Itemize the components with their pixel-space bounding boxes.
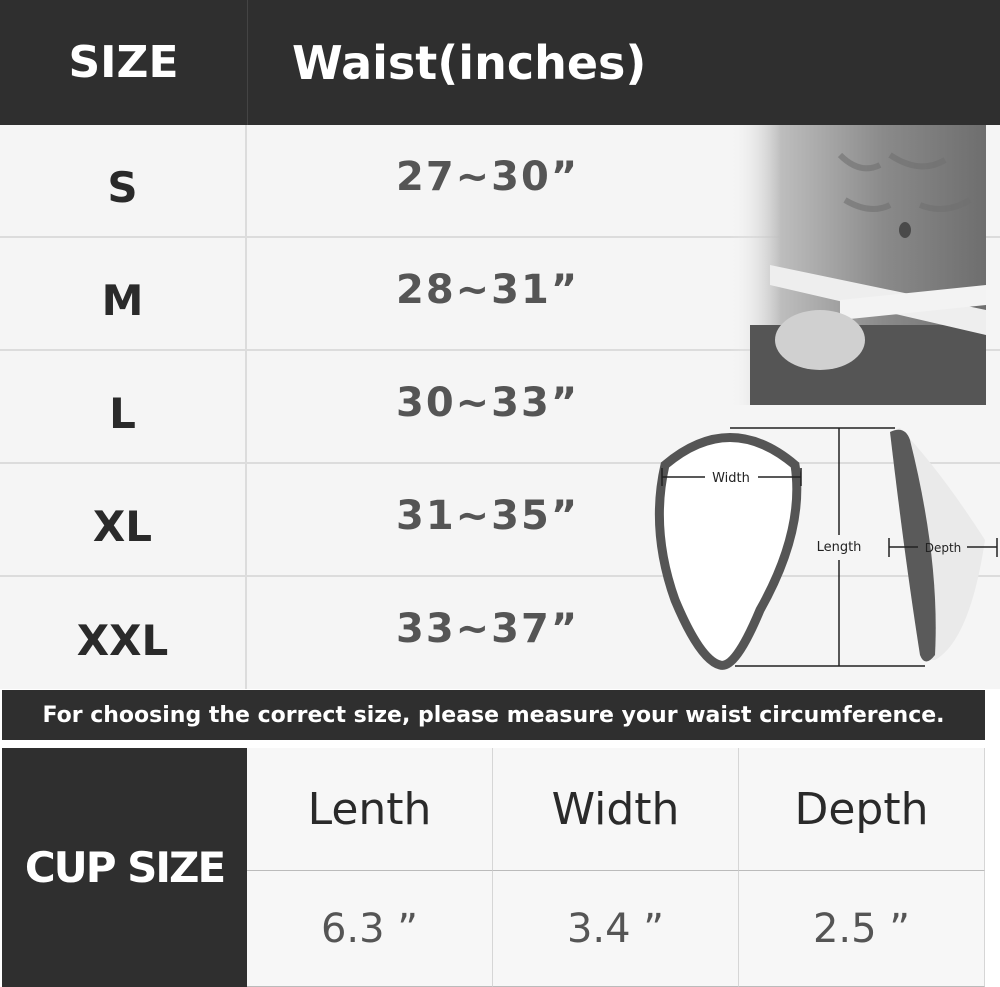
- size-cell: L: [0, 351, 247, 462]
- waist-cell: 30~33”: [396, 379, 580, 426]
- depth-label: Depth: [925, 541, 962, 555]
- header-waist: Waist(inches): [292, 35, 647, 90]
- divider: [247, 0, 248, 125]
- size-cell: XXL: [0, 577, 247, 689]
- width-label: Width: [712, 471, 750, 486]
- cup-value-depth: 2.5 ”: [739, 871, 985, 987]
- cup-header-width: Width: [493, 748, 739, 871]
- table-row: XXL 33~37”: [0, 577, 1000, 689]
- size-cell: M: [0, 238, 247, 349]
- header-size: SIZE: [68, 37, 179, 88]
- cup-header-length: Lenth: [247, 748, 493, 871]
- cup-value-width: 3.4 ”: [493, 871, 739, 987]
- cup-value-length: 6.3 ”: [247, 871, 493, 987]
- size-cell: XL: [0, 464, 247, 575]
- waist-cell: 28~31”: [396, 266, 580, 313]
- table-row: XL 31~35”: [0, 464, 1000, 577]
- cup-size-title: CUP SIZE: [2, 748, 247, 987]
- size-cell: S: [0, 125, 247, 236]
- waist-cell: 31~35”: [396, 492, 580, 539]
- cup-header-depth: Depth: [739, 748, 985, 871]
- size-table-header: SIZE Waist(inches): [0, 0, 1000, 125]
- length-label: Length: [817, 540, 862, 555]
- waist-cell: 33~37”: [396, 606, 580, 652]
- torso-measuring-photo: [730, 125, 986, 405]
- measure-note: For choosing the correct size, please me…: [2, 690, 985, 740]
- waist-cell: 27~30”: [396, 153, 580, 200]
- cup-diagram: Width Length Depth: [654, 427, 998, 670]
